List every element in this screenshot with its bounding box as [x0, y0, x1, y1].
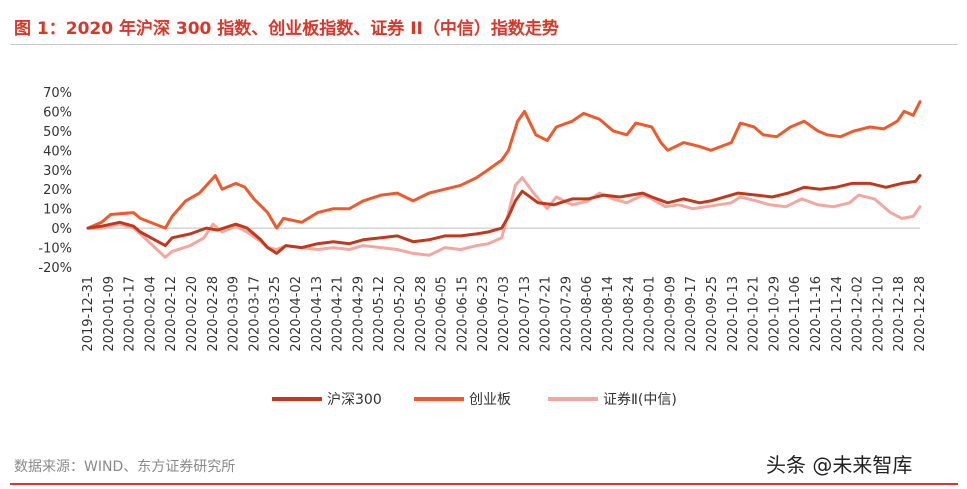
x-tick-label: 2020-03-25: [268, 276, 283, 352]
x-tick-label: 2020-12-28: [913, 276, 928, 352]
legend-label: 证券Ⅱ(中信): [603, 392, 677, 408]
series-line-1: [86, 100, 922, 230]
x-tick-label: 2020-05-20: [393, 276, 408, 352]
title-divider: [10, 44, 958, 45]
y-tick-label: 60%: [43, 105, 72, 120]
y-tick-label: 30%: [43, 164, 72, 179]
x-tick-label: 2020-09-01: [643, 276, 658, 352]
x-tick-label: 2020-05-28: [414, 276, 429, 352]
x-tick-label: 2020-01-09: [102, 276, 117, 352]
x-tick-label: 2020-06-15: [455, 276, 470, 352]
x-tick-label: 2020-03-09: [227, 276, 242, 352]
x-tick-label: 2020-02-28: [206, 276, 221, 352]
x-tick-label: 2020-12-02: [851, 276, 866, 352]
chart-title: 图 1：2020 年沪深 300 指数、创业板指数、证券 II（中信）指数走势: [14, 19, 559, 39]
x-tick-label: 2020-09-09: [663, 276, 678, 352]
x-tick-label: 2020-09-25: [705, 276, 720, 352]
x-tick-label: 2020-12-18: [892, 276, 907, 352]
series-lines: [86, 100, 922, 259]
source-note: 数据来源：WIND、东方证券研究所: [14, 459, 236, 475]
x-tick-label: 2020-10-29: [767, 276, 782, 352]
x-tick-label: 2020-11-24: [830, 276, 845, 352]
x-tick-label: 2020-02-20: [185, 276, 200, 352]
y-tick-label: 50%: [43, 125, 72, 140]
x-tick-label: 2020-03-17: [247, 276, 262, 352]
x-tick-label: 2020-09-17: [684, 276, 699, 352]
y-tick-label: 10%: [43, 203, 72, 218]
x-tick-label: 2020-04-29: [351, 276, 366, 352]
y-axis: 70% 60% 50% 40% 30% 20% 10% 0% -10% -20%: [38, 86, 72, 276]
x-tick-label: 2020-04-21: [331, 276, 346, 352]
x-axis: 2019-12-31 2020-01-09 2020-01-17 2020-02-04…: [81, 276, 928, 352]
x-tick-label: 2020-04-02: [289, 276, 304, 352]
legend-label: 沪深300: [327, 392, 382, 408]
x-tick-label: 2020-08-06: [580, 276, 595, 352]
x-tick-label: 2020-06-05: [435, 276, 450, 352]
legend-label: 创业板: [469, 392, 511, 408]
x-tick-label: 2020-07-03: [497, 276, 512, 352]
x-tick-label: 2020-05-12: [372, 276, 387, 352]
x-tick-label: 2020-10-13: [726, 276, 741, 352]
x-tick-label: 2020-01-17: [123, 276, 138, 352]
x-tick-label: 2019-12-31: [81, 276, 96, 352]
x-tick-label: 2020-04-13: [310, 276, 325, 352]
x-tick-label: 2020-07-13: [518, 276, 533, 352]
x-tick-label: 2020-07-29: [559, 276, 574, 352]
x-tick-label: 2020-02-04: [143, 276, 158, 352]
series-line-2: [86, 176, 922, 259]
x-tick-label: 2020-12-10: [871, 276, 886, 352]
x-tick-label: 2020-06-23: [476, 276, 491, 352]
y-tick-label: 20%: [43, 183, 72, 198]
x-tick-label: 2020-02-12: [164, 276, 179, 352]
y-tick-label: -20%: [38, 261, 72, 276]
x-tick-label: 2020-08-14: [601, 276, 616, 352]
y-tick-label: 70%: [43, 86, 72, 101]
y-tick-label: -10%: [38, 242, 72, 257]
footer-divider: [10, 483, 958, 485]
y-tick-label: 40%: [43, 144, 72, 159]
x-tick-label: 2020-07-21: [539, 276, 554, 352]
y-tick-label: 0%: [51, 222, 72, 237]
legend: 沪深300 创业板 证券Ⅱ(中信): [272, 392, 677, 408]
series-line-0: [86, 174, 922, 255]
watermark: 头条 @未来智库: [766, 453, 913, 477]
x-tick-label: 2020-08-24: [622, 276, 637, 352]
x-tick-label: 2020-11-16: [809, 276, 824, 352]
x-tick-label: 2020-11-06: [788, 276, 803, 352]
x-tick-label: 2020-10-21: [747, 276, 762, 352]
